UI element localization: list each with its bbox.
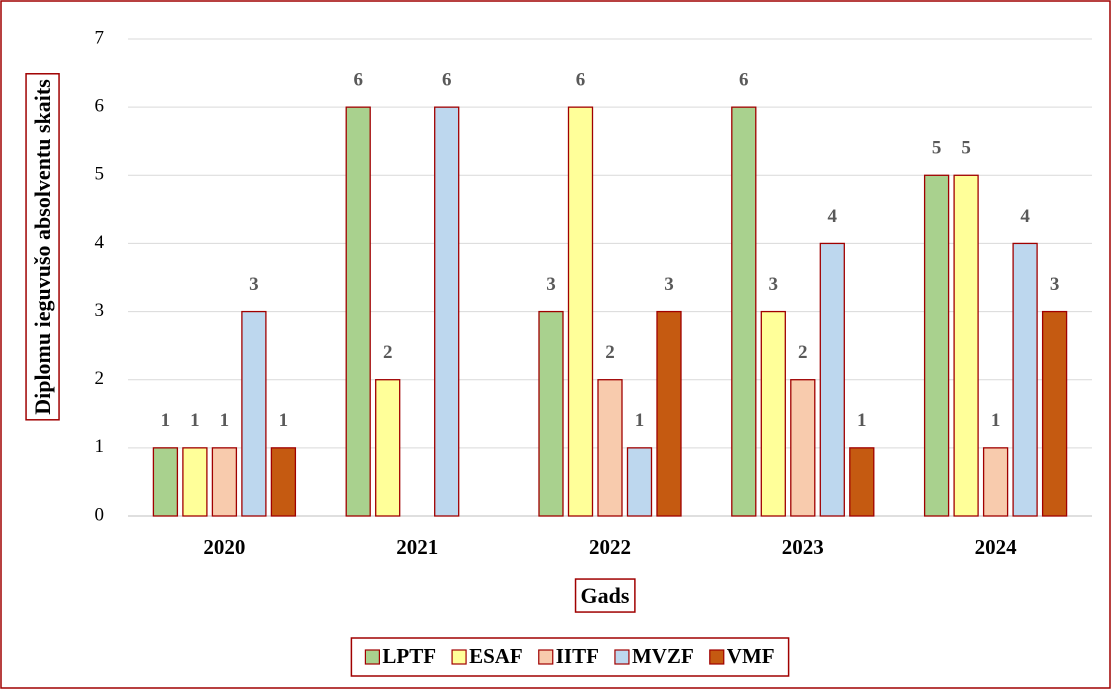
y-tick-label: 7 bbox=[95, 27, 105, 48]
x-tick-label: 2023 bbox=[782, 535, 824, 559]
data-label: 2 bbox=[383, 342, 393, 363]
data-label: 4 bbox=[828, 206, 838, 227]
bar bbox=[182, 447, 208, 517]
legend-label: LPTF bbox=[382, 644, 436, 668]
data-label: 2 bbox=[798, 342, 808, 363]
legend-swatch bbox=[451, 649, 467, 665]
bar bbox=[656, 310, 682, 517]
data-label: 1 bbox=[161, 410, 171, 431]
x-tick-label: 2021 bbox=[396, 535, 438, 559]
legend-label: MVZF bbox=[632, 644, 694, 668]
bar bbox=[790, 379, 816, 517]
bar bbox=[849, 447, 875, 517]
bar bbox=[211, 447, 238, 517]
legend-label: IITF bbox=[556, 644, 599, 668]
bar bbox=[760, 310, 786, 517]
data-label: 6 bbox=[353, 70, 363, 91]
data-label: 1 bbox=[635, 410, 645, 431]
legend-swatch bbox=[709, 649, 725, 665]
legend-swatch bbox=[364, 649, 380, 665]
y-axis-title: Diplomu ieguvušo absolventu skaits bbox=[30, 79, 55, 415]
data-label: 3 bbox=[1050, 274, 1060, 295]
bar bbox=[152, 447, 179, 517]
bar bbox=[597, 379, 623, 517]
legend-swatch bbox=[538, 649, 554, 665]
data-label: 6 bbox=[576, 70, 586, 91]
data-label: 1 bbox=[279, 410, 289, 431]
legend: LPTF ESAF IITF MVZF VMF bbox=[364, 644, 775, 668]
bar bbox=[375, 379, 401, 517]
data-label: 1 bbox=[857, 410, 867, 431]
data-label: 3 bbox=[546, 274, 556, 295]
y-tick-label: 4 bbox=[95, 232, 105, 253]
data-label: 2 bbox=[605, 342, 615, 363]
y-tick-label: 1 bbox=[95, 436, 105, 457]
data-label: 5 bbox=[961, 138, 971, 159]
data-label: 3 bbox=[769, 274, 779, 295]
bar bbox=[731, 106, 757, 517]
bar bbox=[953, 174, 979, 517]
bar bbox=[345, 106, 371, 517]
bar bbox=[626, 447, 653, 517]
data-label: 1 bbox=[220, 410, 230, 431]
data-label: 6 bbox=[442, 70, 452, 91]
bar bbox=[567, 106, 594, 517]
data-label: 6 bbox=[739, 70, 749, 91]
bar bbox=[1012, 242, 1038, 517]
data-label: 3 bbox=[249, 274, 259, 295]
y-axis-title-box bbox=[25, 73, 60, 421]
y-tick-label: 3 bbox=[95, 300, 105, 321]
data-label: 1 bbox=[991, 410, 1001, 431]
bar bbox=[434, 106, 460, 517]
x-axis-title: Gads bbox=[581, 583, 630, 608]
data-label: 3 bbox=[664, 274, 674, 295]
bar bbox=[923, 174, 950, 517]
bar bbox=[270, 447, 297, 517]
x-tick-label: 2024 bbox=[975, 535, 1018, 559]
y-tick-label: 0 bbox=[95, 504, 105, 525]
bar bbox=[982, 447, 1009, 517]
data-label: 4 bbox=[1020, 206, 1030, 227]
x-axis-title-box bbox=[574, 578, 636, 613]
bar bbox=[819, 242, 845, 517]
x-tick-label: 2020 bbox=[203, 535, 245, 559]
bar bbox=[1041, 310, 1068, 517]
y-tick-label: 2 bbox=[95, 368, 105, 389]
legend-label: ESAF bbox=[469, 644, 523, 668]
x-tick-label: 2022 bbox=[589, 535, 631, 559]
legend-label: VMF bbox=[727, 644, 775, 668]
bar bbox=[538, 310, 564, 517]
legend-swatch bbox=[614, 649, 630, 665]
y-tick-label: 6 bbox=[95, 96, 105, 117]
data-label: 1 bbox=[190, 410, 200, 431]
bar bbox=[241, 310, 267, 517]
y-tick-label: 5 bbox=[95, 164, 105, 185]
data-label: 5 bbox=[932, 138, 942, 159]
